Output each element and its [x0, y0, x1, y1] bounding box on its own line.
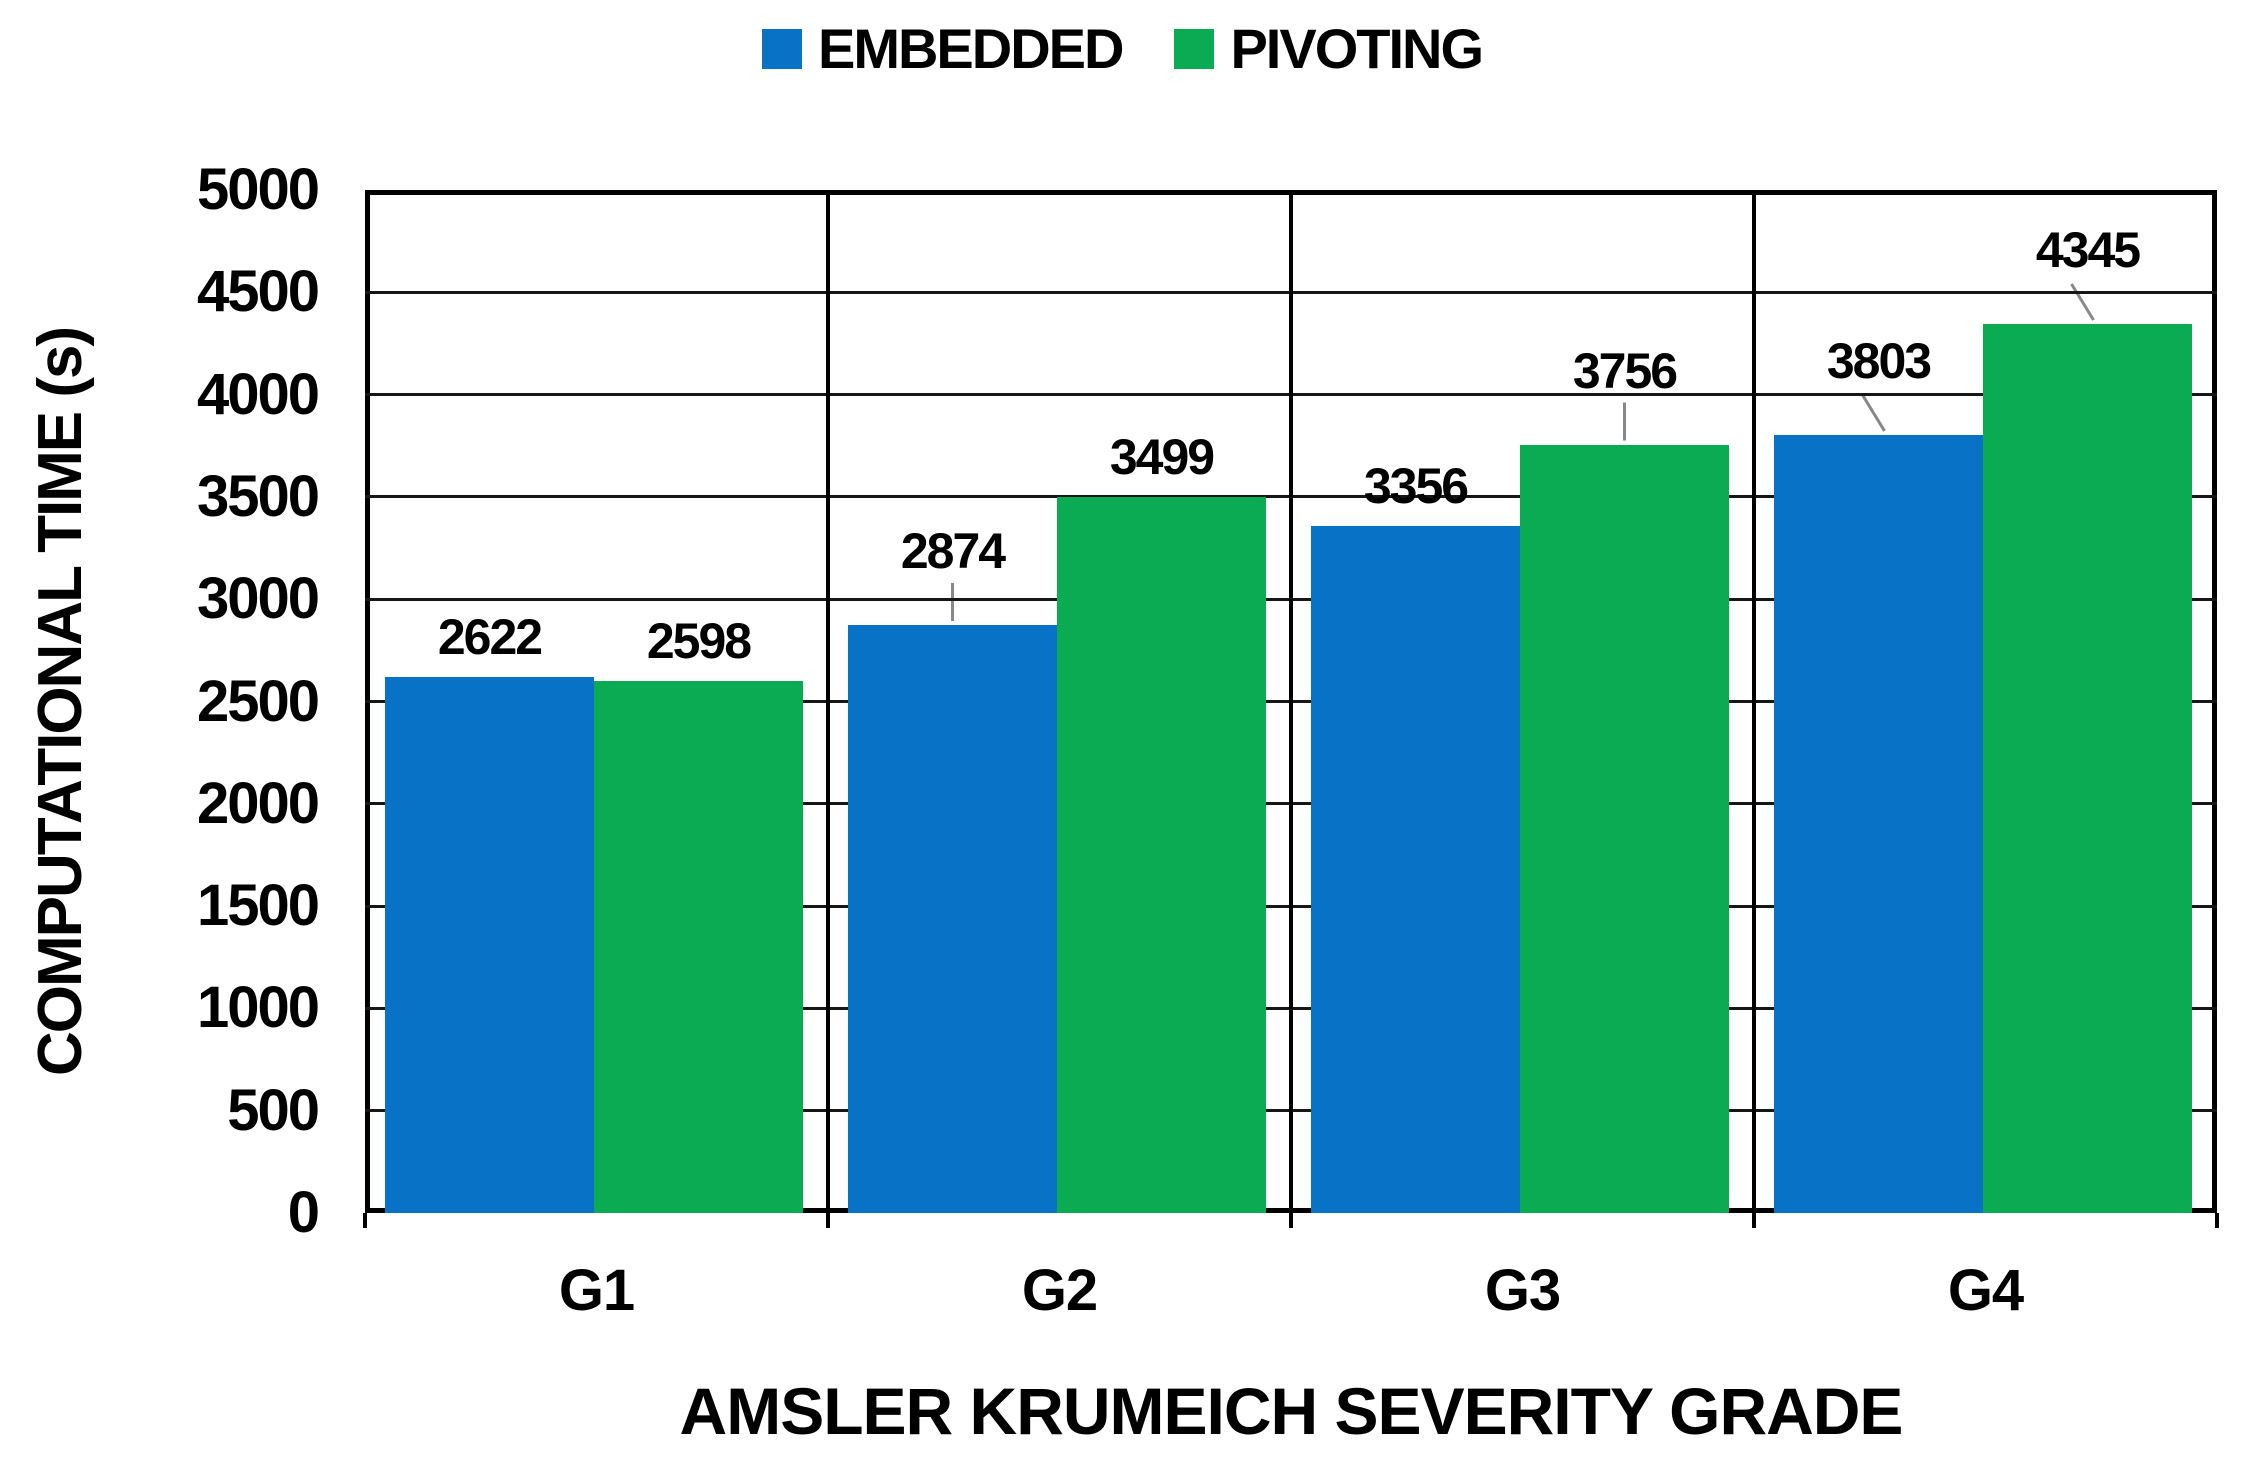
bar-pivoting-g3	[1520, 444, 1729, 1213]
y-tick-label: 500	[227, 1077, 320, 1143]
bar-value-label: 2874	[900, 522, 1006, 579]
y-tick-label: 3000	[196, 566, 320, 632]
legend-label: PIVOTING	[1230, 17, 1484, 80]
y-tick-label: 1000	[196, 975, 320, 1041]
x-tick-label-g4: G4	[1947, 1258, 2024, 1323]
bar-value-label: 3756	[1572, 342, 1678, 399]
pane-divider	[1752, 190, 1756, 1213]
bar-embedded-g2	[848, 624, 1057, 1213]
y-tick-label: 0	[287, 1180, 320, 1245]
bar-value-label: 3356	[1363, 458, 1469, 515]
chart-legend: EMBEDDED PIVOTING	[0, 14, 2244, 84]
y-tick-label: 2000	[196, 770, 320, 836]
bar-value-label: 3499	[1109, 429, 1215, 486]
bar-value-label: 2622	[437, 608, 543, 665]
bar-value-label: 2598	[646, 613, 752, 670]
bar-value-label: 3803	[1826, 332, 1932, 389]
x-axis-tick	[1752, 1213, 1756, 1228]
y-tick-label: 3500	[196, 463, 320, 529]
legend-label: EMBEDDED	[817, 17, 1124, 80]
x-axis-tick	[1289, 1213, 1293, 1228]
bar-value-label: 4345	[2035, 222, 2141, 278]
pane-divider	[826, 190, 830, 1213]
x-tick-label-g2: G2	[1021, 1258, 1098, 1323]
legend-item-pivoting: PIVOTING	[1174, 17, 1484, 80]
y-tick-label: 4500	[196, 259, 320, 325]
y-tick-label: 5000	[196, 157, 320, 222]
pane-divider	[1289, 190, 1293, 1213]
legend-swatch-icon	[1174, 29, 1215, 69]
y-tick-label: 1500	[196, 873, 320, 939]
y-tick-label: 2500	[196, 668, 320, 734]
bar-embedded-g3	[1311, 526, 1520, 1213]
x-tick-label-g1: G1	[558, 1258, 635, 1323]
x-axis-tick	[2215, 1213, 2219, 1228]
bar-pivoting-g1	[594, 681, 803, 1213]
legend-item-embedded: EMBEDDED	[761, 17, 1124, 80]
bar-pivoting-g4	[1983, 324, 2192, 1213]
bar-pivoting-g2	[1057, 497, 1266, 1213]
y-tick-label: 4000	[196, 361, 320, 427]
x-axis-tick	[826, 1213, 830, 1228]
bar-embedded-g1	[385, 676, 594, 1213]
x-axis-title: AMSLER KRUMEICH SEVERITY GRADE	[679, 1374, 1904, 1448]
x-tick-label-g3: G3	[1484, 1258, 1561, 1323]
bar-embedded-g4	[1774, 434, 1983, 1213]
legend-swatch-icon	[761, 29, 802, 69]
x-axis-tick	[363, 1213, 367, 1228]
